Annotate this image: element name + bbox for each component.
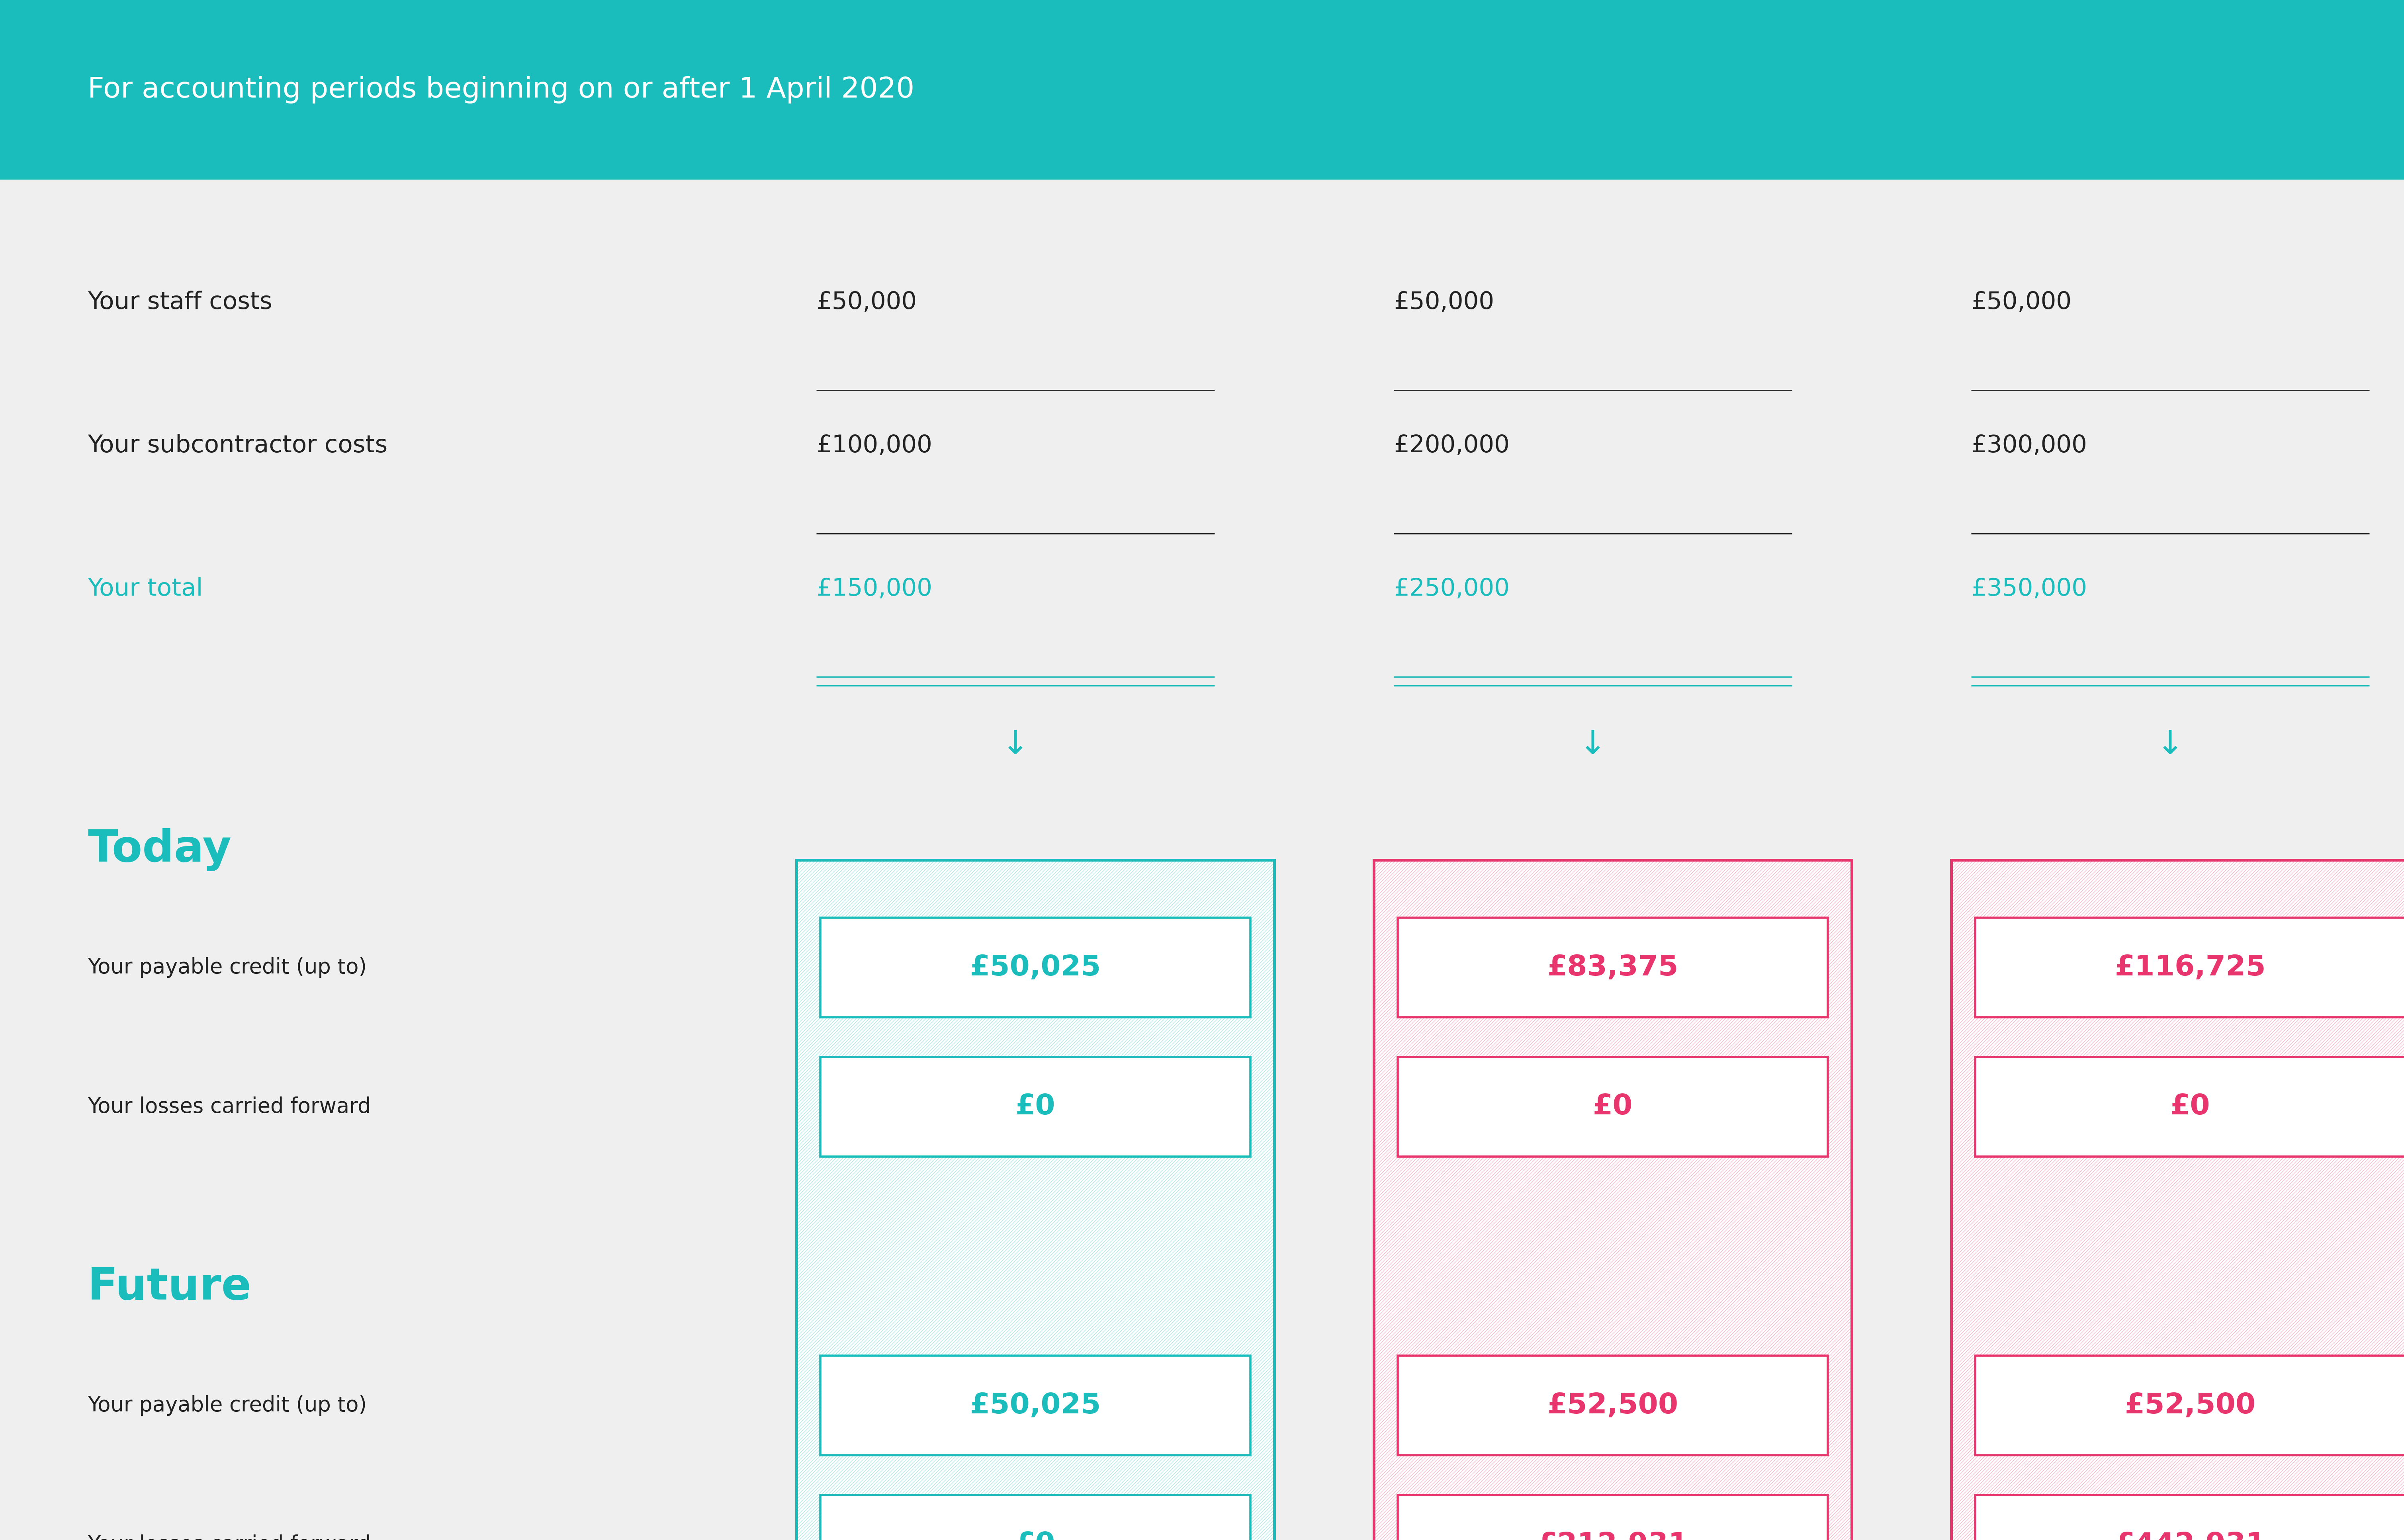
Bar bbox=[1976, 1056, 2404, 1157]
Bar bbox=[0, 0, 2404, 179]
Bar bbox=[820, 918, 1250, 1018]
Text: £116,725: £116,725 bbox=[2116, 953, 2265, 981]
Text: Future: Future bbox=[87, 1266, 252, 1309]
Bar bbox=[1373, 859, 1851, 1540]
Text: £0: £0 bbox=[1014, 1531, 1055, 1540]
Bar bbox=[820, 1056, 1250, 1157]
Text: £100,000: £100,000 bbox=[817, 434, 933, 457]
Text: £200,000: £200,000 bbox=[1394, 434, 1510, 457]
Bar bbox=[1976, 918, 2404, 1018]
Bar bbox=[1397, 918, 1827, 1018]
Text: £50,000: £50,000 bbox=[1971, 291, 2072, 314]
Text: £83,375: £83,375 bbox=[1548, 953, 1678, 981]
Text: £0: £0 bbox=[2171, 1093, 2209, 1121]
Bar bbox=[1976, 1355, 2404, 1455]
Text: Today: Today bbox=[87, 829, 231, 872]
Text: Your total: Your total bbox=[87, 578, 202, 601]
Text: £52,500: £52,500 bbox=[1548, 1392, 1678, 1420]
Bar bbox=[1952, 859, 2404, 1540]
Text: Your losses carried forward: Your losses carried forward bbox=[87, 1534, 370, 1540]
Bar bbox=[796, 859, 1274, 1540]
Text: ↓: ↓ bbox=[1579, 728, 1606, 761]
Text: £50,025: £50,025 bbox=[969, 953, 1101, 981]
Bar bbox=[1952, 859, 2404, 1540]
Bar bbox=[796, 859, 1274, 1540]
Text: £50,000: £50,000 bbox=[1394, 291, 1495, 314]
Bar bbox=[1976, 1495, 2404, 1540]
Text: £442,931: £442,931 bbox=[2116, 1531, 2267, 1540]
Text: £150,000: £150,000 bbox=[817, 578, 933, 601]
Text: £0: £0 bbox=[1594, 1093, 1632, 1121]
Text: ↓: ↓ bbox=[1002, 728, 1029, 761]
Bar bbox=[820, 1355, 1250, 1455]
Bar bbox=[1373, 859, 1851, 1540]
Bar bbox=[820, 1495, 1250, 1540]
Text: £350,000: £350,000 bbox=[1971, 578, 2087, 601]
Text: Your payable credit (up to): Your payable credit (up to) bbox=[87, 958, 368, 978]
Bar bbox=[1397, 1355, 1827, 1455]
Bar bbox=[1373, 859, 1851, 1540]
Bar bbox=[1397, 1056, 1827, 1157]
Text: £212,931: £212,931 bbox=[1536, 1531, 1688, 1540]
Text: £300,000: £300,000 bbox=[1971, 434, 2087, 457]
Text: £52,500: £52,500 bbox=[2125, 1392, 2255, 1420]
Text: Your losses carried forward: Your losses carried forward bbox=[87, 1096, 370, 1116]
Text: ↓: ↓ bbox=[2156, 728, 2185, 761]
Bar bbox=[1952, 859, 2404, 1540]
Text: £250,000: £250,000 bbox=[1394, 578, 1510, 601]
Text: £50,000: £50,000 bbox=[817, 291, 916, 314]
Bar bbox=[796, 859, 1274, 1540]
Bar bbox=[1397, 1495, 1827, 1540]
Text: £0: £0 bbox=[1014, 1093, 1055, 1121]
Text: Your subcontractor costs: Your subcontractor costs bbox=[87, 434, 387, 457]
Text: £50,025: £50,025 bbox=[969, 1392, 1101, 1420]
Text: For accounting periods beginning on or after 1 April 2020: For accounting periods beginning on or a… bbox=[87, 75, 914, 103]
Text: Your staff costs: Your staff costs bbox=[87, 291, 272, 314]
Text: Your payable credit (up to): Your payable credit (up to) bbox=[87, 1395, 368, 1415]
